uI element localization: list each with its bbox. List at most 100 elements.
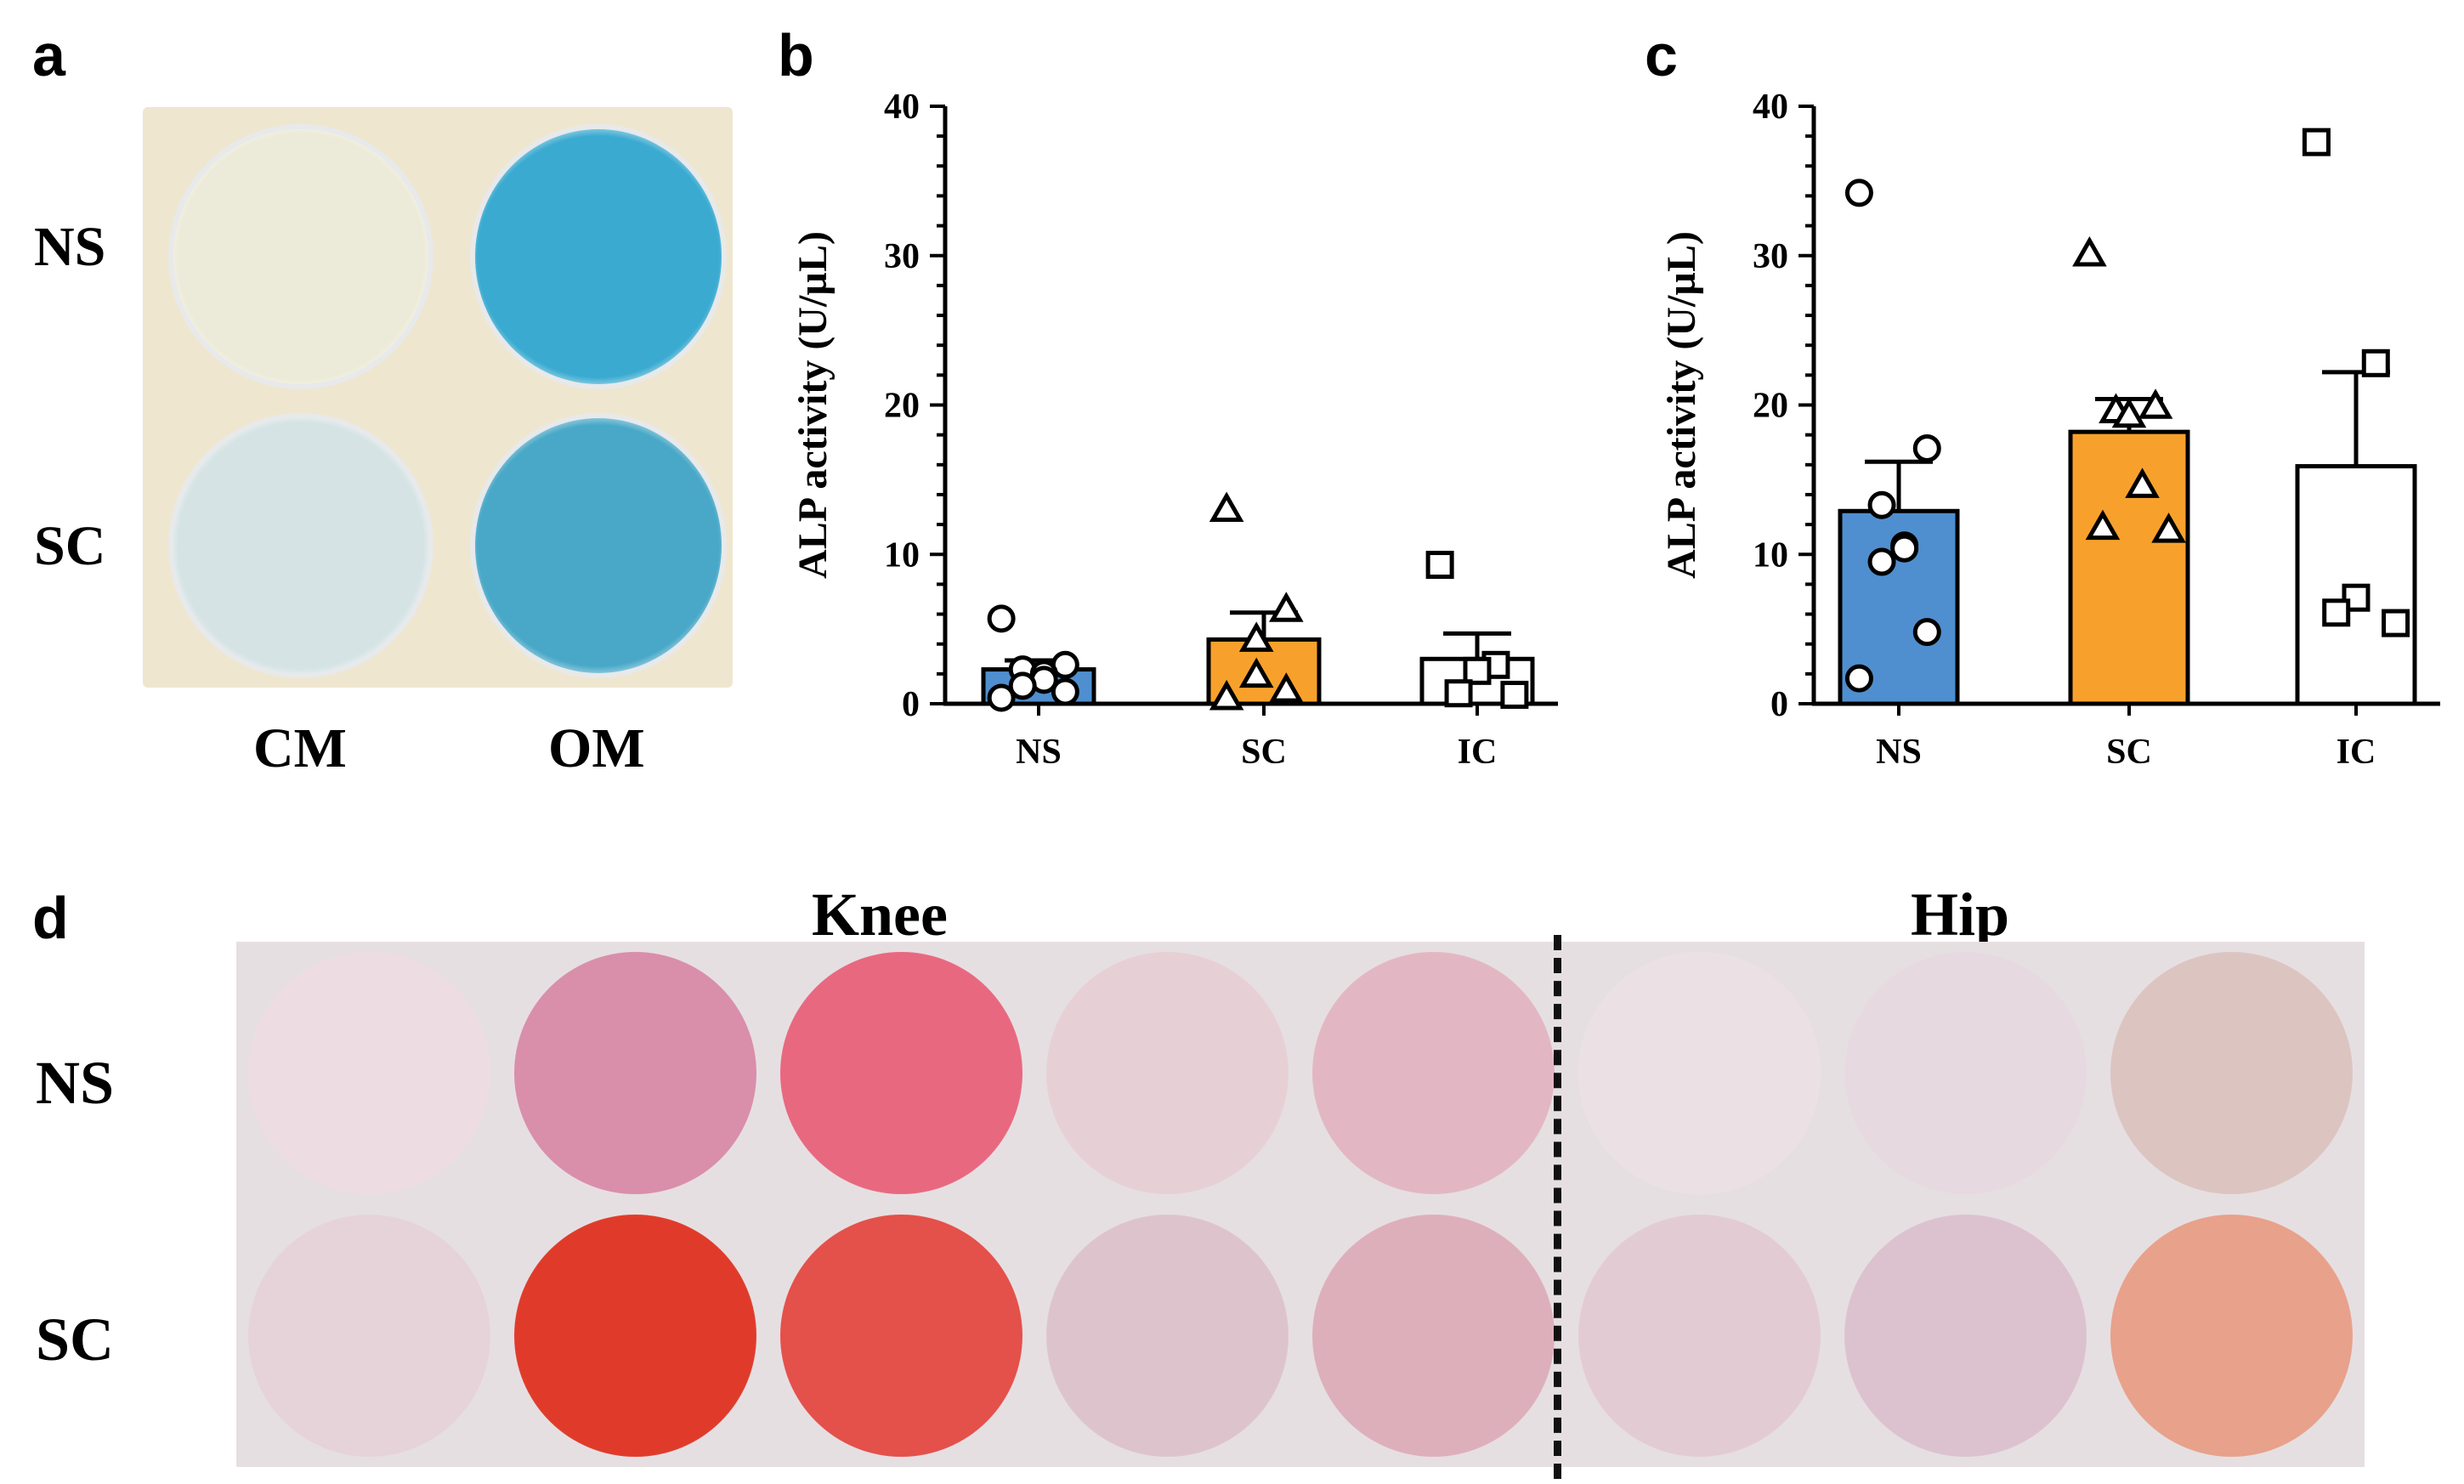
data-point-ic <box>2322 598 2351 627</box>
y-axis-title: ALP activity (U/µL) <box>790 231 835 579</box>
well-cell-r2-c8 <box>2099 1204 2365 1467</box>
data-point-sc <box>2085 509 2121 541</box>
well-cell-r1-c4 <box>1034 942 1300 1204</box>
data-point-ns <box>1867 490 1896 519</box>
stained-well <box>514 1215 756 1457</box>
y-tick-label: 30 <box>884 237 920 276</box>
panel-d-group-label-hip: Hip <box>1911 881 2010 949</box>
data-point-sc <box>2138 388 2173 419</box>
well-ns-om <box>470 124 727 389</box>
data-point-ic <box>2302 127 2331 156</box>
data-point-ic <box>1425 551 1454 580</box>
panel-a-col-label-om: OM <box>548 717 645 779</box>
data-point-sc <box>1238 657 1274 688</box>
x-tick-label: NS <box>1876 733 1922 772</box>
chart-c-alp-activity: 0 10 20 30 40 NS SC IC ALP activity (U/µL) <box>1659 88 2440 772</box>
data-point-sc <box>1209 491 1244 523</box>
panel-a-letter: a <box>32 22 65 88</box>
panel-d-knee-hip-divider <box>1554 935 1561 1479</box>
data-point-ic <box>1500 680 1529 709</box>
stained-well <box>1312 1215 1555 1457</box>
data-point-ic <box>2361 348 2390 377</box>
bar-sc <box>2068 429 2190 706</box>
data-point-sc <box>2072 235 2107 267</box>
stained-well <box>248 1215 490 1457</box>
well-cell-r1-c8 <box>2099 942 2365 1204</box>
stained-well <box>1844 1215 2087 1457</box>
x-tick-label: NS <box>1016 733 1062 772</box>
stained-well <box>1578 1215 1821 1457</box>
x-tick-label: IC <box>1458 733 1498 772</box>
stained-well <box>1046 952 1289 1194</box>
data-point-ic <box>2382 609 2410 637</box>
data-point-ns <box>987 683 1016 712</box>
panel-d-letter: d <box>32 885 69 951</box>
y-tick-label: 20 <box>884 387 920 426</box>
stained-well <box>514 952 756 1194</box>
data-point-ns <box>1890 534 1919 563</box>
panel-b-letter: b <box>778 22 814 88</box>
stained-well <box>780 1215 1022 1457</box>
stained-well <box>2110 952 2353 1194</box>
data-point-ic <box>1463 656 1492 685</box>
panel-d-well-grid-photo <box>236 942 2365 1467</box>
data-point-ns <box>1912 433 1941 462</box>
data-point-sc <box>1209 679 1244 711</box>
y-tick-label: 10 <box>1753 535 1788 575</box>
data-point-ns <box>987 604 1016 633</box>
x-tick-label: IC <box>2337 733 2376 772</box>
well-cell-r1-c6 <box>1566 942 1832 1204</box>
data-point-sc <box>1238 621 1274 652</box>
panel-d-row-label-sc: SC <box>36 1306 115 1374</box>
stained-well <box>1046 1215 1289 1457</box>
well-cell-r1-c5 <box>1300 942 1566 1204</box>
stained-well <box>1578 952 1821 1194</box>
y-tick-label: 40 <box>1753 88 1788 127</box>
well-cell-r1-c2 <box>502 942 768 1204</box>
well-cell-r1-c7 <box>1832 942 2099 1204</box>
data-point-sc <box>1269 672 1304 703</box>
stained-well <box>780 952 1022 1194</box>
y-tick-label: 10 <box>884 535 920 575</box>
y-axis-title: ALP activity (U/µL) <box>1659 231 1704 579</box>
data-point-ns <box>1008 671 1037 700</box>
data-point-sc <box>2125 467 2160 498</box>
data-point-ns <box>1912 618 1941 647</box>
well-cell-r2-c4 <box>1034 1204 1300 1467</box>
panel-a-col-label-cm: CM <box>253 717 347 779</box>
panel-d-group-label-knee: Knee <box>812 881 948 949</box>
well-cell-r2-c6 <box>1566 1204 1832 1467</box>
well-cell-r2-c7 <box>1832 1204 2099 1467</box>
well-cell-r1-c1 <box>236 942 502 1204</box>
well-cell-r2-c5 <box>1300 1204 1566 1467</box>
stained-well <box>1312 952 1555 1194</box>
data-point-ns <box>1844 178 1873 207</box>
well-sc-cm <box>168 413 433 678</box>
data-point-ic <box>1444 679 1473 708</box>
well-sc-om <box>470 413 727 678</box>
well-cell-r1-c3 <box>768 942 1034 1204</box>
data-point-sc <box>1269 592 1304 622</box>
panel-a-row-label-ns: NS <box>34 216 106 278</box>
x-tick-label: SC <box>2106 733 2152 772</box>
panel-d-row-label-ns: NS <box>36 1049 115 1117</box>
y-tick-label: 0 <box>1770 685 1788 724</box>
data-point-sc <box>2151 513 2186 543</box>
y-tick-label: 40 <box>884 88 920 127</box>
y-tick-label: 30 <box>1753 237 1788 276</box>
x-tick-label: SC <box>1241 733 1287 772</box>
chart-b-alp-activity: 0 10 20 30 40 NS SC IC ALP activity (U/µL) <box>790 88 1558 772</box>
well-ns-cm <box>168 124 433 389</box>
data-point-ns <box>1051 677 1079 706</box>
y-tick-label: 20 <box>1753 387 1788 426</box>
well-cell-r2-c1 <box>236 1204 502 1467</box>
stained-well <box>1844 952 2087 1194</box>
well-cell-r2-c2 <box>502 1204 768 1467</box>
panel-c-letter: c <box>1645 22 1678 88</box>
well-cell-r2-c3 <box>768 1204 1034 1467</box>
panel-a-plate-photo <box>143 107 733 688</box>
data-point-ns <box>1867 547 1896 576</box>
stained-well <box>2110 1215 2353 1457</box>
data-point-sc <box>2111 397 2147 428</box>
data-point-ns <box>1844 664 1873 693</box>
